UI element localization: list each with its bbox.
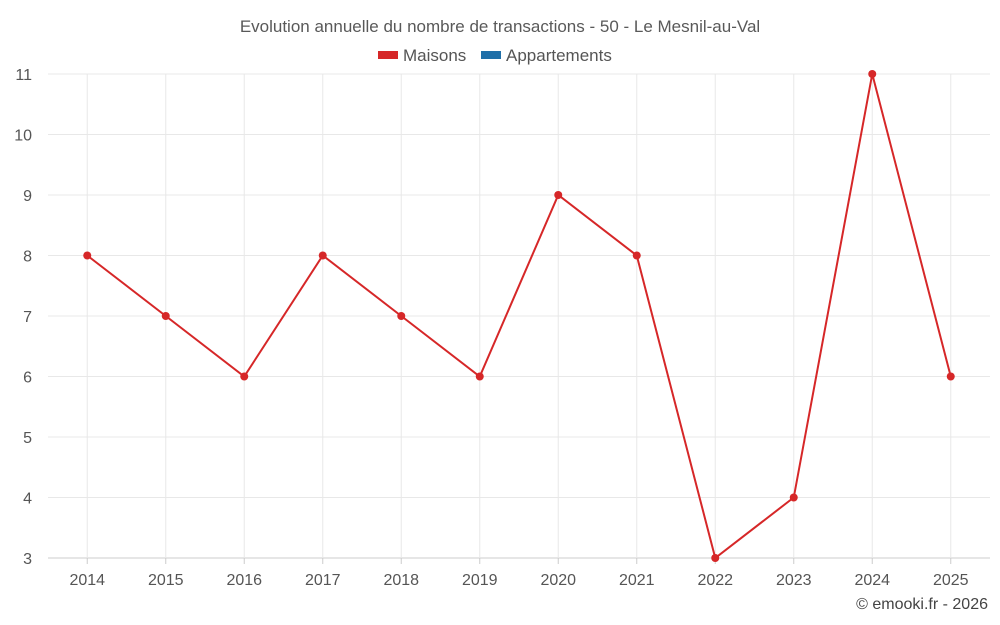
- x-tick-label: 2025: [933, 572, 969, 589]
- x-tick-label: 2014: [69, 572, 105, 589]
- legend-swatch-appartements[interactable]: [481, 51, 501, 59]
- x-tick-label: 2023: [776, 572, 812, 589]
- y-tick-label: 7: [23, 309, 32, 326]
- y-tick-label: 5: [23, 430, 32, 447]
- x-tick-label: 2020: [540, 572, 576, 589]
- data-point[interactable]: [397, 312, 406, 320]
- x-tick-label: 2021: [619, 572, 655, 589]
- data-point[interactable]: [711, 554, 720, 562]
- data-point[interactable]: [554, 191, 563, 199]
- x-tick-label: 2019: [462, 572, 498, 589]
- grid: [48, 73, 990, 559]
- data-point[interactable]: [318, 251, 327, 260]
- x-tick-label: 2018: [383, 572, 419, 589]
- x-tick-label: 2016: [226, 572, 262, 589]
- x-tick-label: 2022: [697, 572, 733, 589]
- legend-label-appartements[interactable]: Appartements: [506, 46, 612, 65]
- data-point[interactable]: [789, 493, 798, 502]
- y-tick-label: 4: [23, 491, 32, 508]
- y-tick-label: 11: [15, 67, 32, 84]
- data-point[interactable]: [83, 251, 92, 260]
- data-point[interactable]: [632, 251, 641, 260]
- legend: Maisons Appartements: [378, 46, 612, 65]
- legend-label-maisons[interactable]: Maisons: [403, 46, 466, 65]
- data-point[interactable]: [868, 70, 877, 78]
- y-tick-label: 9: [23, 188, 32, 205]
- x-tick-label: 2024: [854, 572, 890, 589]
- x-tick-label: 2015: [148, 572, 184, 589]
- series-line-maisons: [86, 73, 952, 560]
- axes: 3 4 5 6 7 8 9 10 11 2014 2015 2016 2017 2018 2019 2020 2…: [14, 67, 968, 589]
- x-tick-label: 2017: [305, 572, 341, 589]
- data-point[interactable]: [161, 312, 170, 320]
- data-point[interactable]: [475, 372, 484, 381]
- series-maisons: [83, 70, 955, 562]
- data-point[interactable]: [946, 372, 955, 381]
- y-tick-label: 10: [14, 128, 32, 145]
- y-tick-label: 3: [23, 551, 32, 568]
- data-point[interactable]: [240, 372, 249, 381]
- credit-text: © emooki.fr - 2026: [856, 596, 988, 613]
- y-tick-label: 6: [23, 370, 32, 387]
- y-tick-label: 8: [23, 249, 32, 266]
- legend-swatch-maisons[interactable]: [378, 51, 398, 59]
- chart-title: Evolution annuelle du nombre de transact…: [240, 17, 760, 36]
